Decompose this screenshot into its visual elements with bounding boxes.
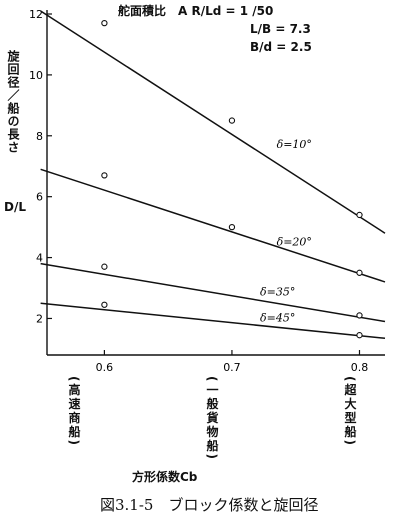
x-tick-label: 0.7 [223,361,241,374]
data-point [356,332,363,339]
y-tick-label: 8 [36,130,43,143]
x-tick-label: 0.6 [96,361,114,374]
parameter-lb-ratio: L/B = 7.3 [250,22,311,36]
series-label: δ=45° [260,312,295,325]
ship-type-very-large: (超大型船) [343,376,357,447]
data-point [356,211,363,219]
series-label: δ=10° [277,138,312,151]
data-point [356,312,363,319]
data-point [101,263,108,270]
data-point [228,117,236,124]
data-point [101,301,108,308]
data-point [356,269,363,276]
y-axis-label: D/L [4,200,26,214]
parameter-bd-ratio: B/d = 2.5 [250,40,312,54]
x-tick-label: 0.8 [351,361,369,374]
data-point [101,19,108,27]
data-point [101,172,108,179]
series-line [40,10,386,234]
y-axis-label-vertical: 旋回径／船の長さ [6,50,20,154]
series-line [40,302,386,340]
parameter-rudder-ratio: 舵面積比 A R/Ld = 1 /50 [118,4,274,18]
y-tick-label: 6 [36,191,43,204]
series-line [40,262,386,323]
y-tick-label: 12 [29,8,43,21]
figure-caption: 図3.1-5 ブロック係数と旋回径 [100,496,319,514]
series-line [40,168,386,283]
y-tick-label: 2 [36,312,43,325]
series-label: δ=35° [260,286,295,299]
series-label: δ=20° [277,235,312,248]
parameters-block: 舵面積比 A R/Ld = 1 /50 L/B = 7.3 B/d = 2.5 [118,2,312,56]
ship-type-high-speed: (高速商船) [67,376,81,447]
x-axis-label: 方形係数Cb [132,470,198,484]
y-tick-label: 10 [29,69,43,82]
ship-type-general-cargo: (一般貨物船) [205,376,219,461]
data-point [228,223,236,231]
y-tick-label: 4 [36,252,43,265]
